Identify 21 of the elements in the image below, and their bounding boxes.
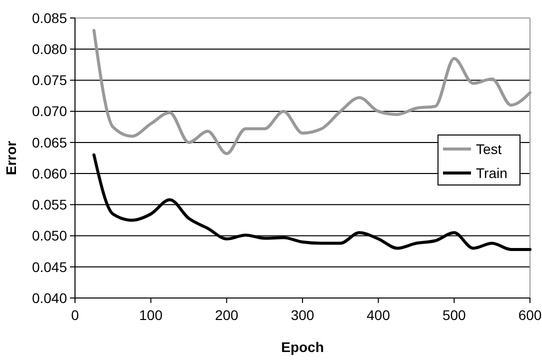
y-tick-label: 0.065	[32, 134, 68, 150]
x-tick-label: 600	[518, 307, 542, 323]
x-tick-label: 200	[214, 307, 239, 323]
y-tick-label: 0.050	[32, 228, 68, 244]
legend-label: Train	[476, 164, 508, 181]
y-tick-label: 0.045	[32, 258, 68, 275]
x-tick-label: 0	[71, 307, 80, 323]
x-tick-label: 300	[290, 307, 314, 323]
y-tick-label: 0.070	[32, 103, 68, 120]
x-axis-title: Epoch	[281, 339, 324, 355]
y-axis-title: Error	[3, 140, 19, 176]
y-tick-label: 0.080	[32, 41, 68, 58]
y-tick-label: 0.060	[32, 165, 68, 182]
y-tick-label: 0.075	[32, 72, 68, 88]
legend-label: Test	[476, 140, 502, 157]
y-tick-label: 0.085	[32, 10, 68, 26]
x-tick-label: 500	[442, 307, 466, 323]
x-tick-label: 400	[366, 307, 390, 323]
x-tick-label: 100	[139, 307, 163, 323]
y-tick-label: 0.040	[32, 290, 68, 306]
y-tick-label: 0.055	[32, 196, 68, 213]
